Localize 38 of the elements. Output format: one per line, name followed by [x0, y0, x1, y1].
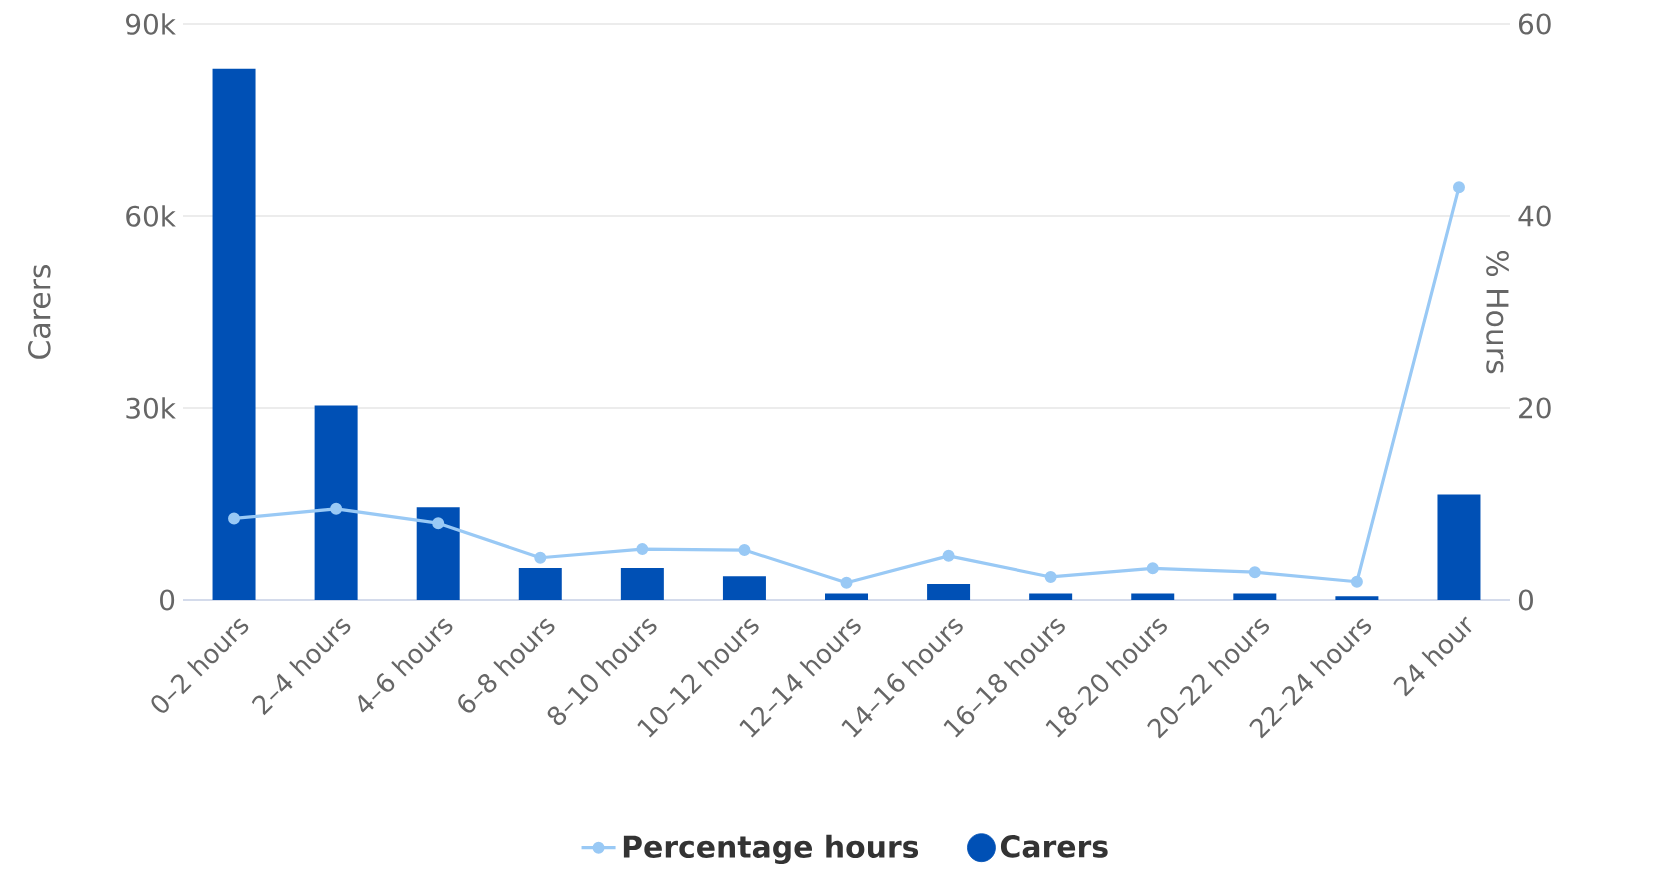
point — [330, 502, 343, 515]
y-tick-label: 60k — [126, 205, 176, 227]
y2-tick-label: 40 — [1518, 205, 1551, 227]
y2-tick-label: 0 — [1518, 589, 1533, 611]
point — [636, 543, 649, 556]
point — [1044, 570, 1057, 583]
point — [534, 551, 547, 564]
y-tick-label: 0 — [160, 589, 175, 611]
y2-tick-label: 60 — [1519, 13, 1551, 35]
bar — [314, 405, 358, 600]
bar — [927, 584, 971, 600]
bar — [1437, 494, 1481, 600]
legend-label: Carers — [1000, 835, 1108, 858]
y2-tick-label: 20 — [1519, 397, 1551, 419]
bar — [1233, 593, 1277, 600]
bar — [825, 593, 869, 600]
bar — [620, 568, 664, 600]
bar — [722, 576, 766, 600]
legend-label: Percentage hours — [623, 834, 919, 864]
point — [432, 517, 445, 530]
bar — [1131, 593, 1175, 600]
bar — [212, 68, 256, 600]
y-axis-title: Carers — [28, 264, 51, 359]
point — [1248, 566, 1261, 579]
point — [228, 512, 241, 525]
point — [1452, 181, 1465, 194]
point — [1146, 562, 1159, 575]
bar — [416, 507, 460, 600]
bar — [1029, 593, 1073, 600]
point — [840, 576, 853, 589]
bar — [1335, 596, 1379, 600]
y2-axis-title: % Hours — [1486, 250, 1509, 374]
point — [738, 544, 751, 557]
y-tick-label: 90k — [126, 13, 176, 35]
y-tick-label: 30k — [126, 397, 176, 419]
point — [1350, 575, 1363, 588]
point — [942, 549, 955, 562]
bar — [518, 568, 562, 600]
